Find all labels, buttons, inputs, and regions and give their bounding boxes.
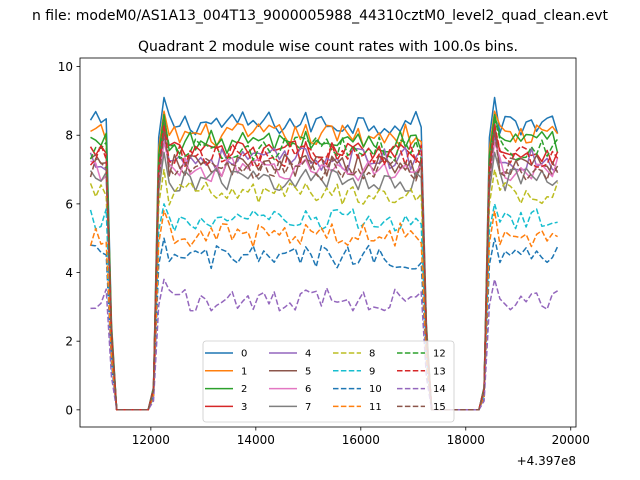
legend-label-13: 13 <box>433 366 446 377</box>
x-tick-label: 20000 <box>552 433 590 447</box>
series-line-15 <box>89 131 559 411</box>
plot-area: 12000 14000 16000 18000 20000024681001234567… <box>58 57 590 447</box>
x-tick-label: 14000 <box>237 433 275 447</box>
legend-label-0: 0 <box>241 349 247 360</box>
chart-title: Quadrant 2 module wise count rates with … <box>138 39 518 55</box>
legend-label-12: 12 <box>433 349 446 360</box>
legend-label-11: 11 <box>369 402 382 413</box>
x-tick-label: 16000 <box>342 433 380 447</box>
legend-box <box>202 340 455 423</box>
legend-label-8: 8 <box>369 349 375 360</box>
y-tick-label: 4 <box>65 266 73 280</box>
axes-frame <box>79 57 577 428</box>
legend-label-9: 9 <box>369 366 375 377</box>
legend-label-14: 14 <box>433 384 446 395</box>
y-tick-label: 2 <box>65 335 73 349</box>
legend-label-3: 3 <box>241 402 247 413</box>
legend-label-7: 7 <box>305 402 311 413</box>
legend-label-1: 1 <box>241 366 247 377</box>
legend-label-4: 4 <box>305 349 311 360</box>
y-tick-label: 8 <box>65 129 73 143</box>
y-tick-label: 6 <box>65 197 73 211</box>
series-line-13 <box>89 124 559 411</box>
legend-label-2: 2 <box>241 384 247 395</box>
y-tick-label: 10 <box>58 60 73 74</box>
y-tick-label: 0 <box>65 403 73 417</box>
x-tick-label: 18000 <box>447 433 485 447</box>
legend-label-6: 6 <box>305 384 311 395</box>
legend-label-10: 10 <box>369 384 382 395</box>
legend-label-5: 5 <box>305 366 311 377</box>
figure-suptitle: n file: modeM0/AS1A13_004T13_9000005988_… <box>32 8 609 24</box>
legend-label-15: 15 <box>433 402 446 413</box>
x-tick-label: 12000 <box>132 433 170 447</box>
x-offset-label: +4.397e8 <box>517 454 576 468</box>
